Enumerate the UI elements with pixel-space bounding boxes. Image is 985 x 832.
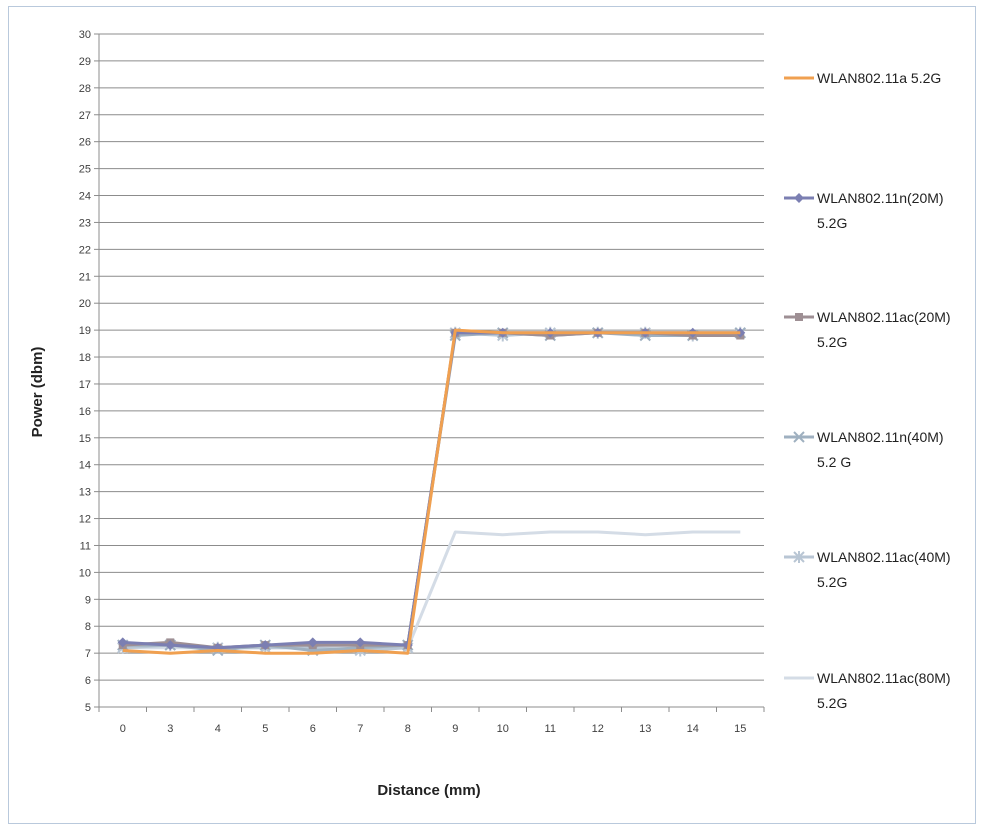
legend-label: WLAN802.11n(40M) [817, 429, 944, 445]
y-axis-title: Power (dbm) [29, 347, 46, 438]
x-tick-label: 9 [452, 723, 458, 735]
point-marker [793, 431, 805, 443]
x-tick-label: 10 [497, 723, 509, 735]
y-tick-label: 19 [79, 325, 91, 337]
point-marker [165, 640, 176, 651]
x-tick-label: 11 [545, 723, 556, 735]
y-tick-label: 24 [79, 191, 91, 203]
legend[interactable]: WLAN802.11a 5.2GWLAN802.11n(20M)5.2GWLAN… [784, 70, 951, 711]
y-tick-label: 25 [79, 164, 91, 176]
point-marker [795, 313, 803, 321]
x-tick-label: 14 [687, 723, 699, 735]
legend-label: 5.2G [817, 215, 847, 231]
legend-label: WLAN802.11ac(40M) [817, 549, 951, 565]
y-tick-label: 18 [79, 352, 91, 364]
y-tick-label: 17 [79, 379, 91, 391]
x-tick-label: 3 [167, 723, 173, 735]
y-tick-label: 16 [79, 406, 91, 418]
x-axis-title: Distance (mm) [377, 782, 480, 799]
y-tick-label: 11 [80, 540, 91, 552]
point-marker [355, 637, 366, 648]
y-tick-label: 27 [79, 110, 91, 122]
point-marker [117, 637, 128, 648]
legend-label: WLAN802.11n(20M) [817, 190, 944, 206]
series-line [122, 530, 741, 650]
y-tick-label: 5 [85, 702, 91, 714]
legend-item[interactable]: WLAN802.11ac(20M) 5.2G [784, 309, 951, 350]
x-tick-label: 15 [734, 723, 746, 735]
line-chart: 5 6 7 8 9 10 11 12 13 14 15 16 17 18 19 20 21 22 23 24 25 26 2… [29, 29, 951, 799]
y-tick-label: 7 [85, 648, 91, 660]
y-tick-label: 21 [79, 271, 91, 283]
x-tick-label: 13 [639, 723, 651, 735]
y-axis-ticks: 5 6 7 8 9 10 11 12 13 14 15 16 17 18 19 20 21 22 23 24 25 26 2… [79, 29, 99, 714]
series-1 [122, 328, 741, 655]
legend-label: 5.2G [817, 334, 847, 350]
y-tick-label: 22 [79, 244, 91, 256]
y-tick-label: 10 [79, 567, 91, 579]
axes [98, 34, 764, 708]
x-tick-label: 6 [310, 723, 316, 735]
y-tick-label: 6 [85, 675, 91, 687]
legend-item[interactable]: WLAN802.11n(20M) 5.2G [784, 190, 944, 231]
point-marker [260, 640, 271, 651]
x-tick-label: 7 [357, 723, 363, 735]
legend-item[interactable]: WLAN802.11ac(80M) 5.2G [784, 670, 951, 711]
y-tick-label: 30 [79, 29, 91, 41]
legend-item[interactable]: WLAN802.11a 5.2G [784, 70, 941, 86]
y-tick-label: 15 [79, 433, 91, 445]
x-axis-ticks: 0 3 4 5 6 7 8 9 10 11 12 13 14 15 [98, 707, 765, 735]
legend-label: WLAN802.11ac(80M) [817, 670, 951, 686]
y-tick-label: 23 [79, 217, 91, 229]
legend-label: 5.2G [817, 695, 847, 711]
series-line [122, 328, 741, 655]
y-tick-label: 29 [79, 56, 91, 68]
legend-label: 5.2G [817, 574, 847, 590]
legend-label: WLAN802.11ac(20M) [817, 309, 951, 325]
x-tick-label: 12 [592, 723, 604, 735]
y-tick-label: 8 [85, 621, 91, 633]
y-tick-label: 13 [79, 487, 91, 499]
x-tick-label: 8 [405, 723, 411, 735]
x-tick-label: 5 [262, 723, 268, 735]
x-tick-label: 4 [215, 723, 221, 735]
point-marker [794, 193, 804, 203]
y-tick-label: 28 [79, 83, 91, 95]
legend-item[interactable]: WLAN802.11n(40M) 5.2 G [784, 429, 944, 470]
legend-label: WLAN802.11a 5.2G [817, 70, 941, 86]
y-tick-label: 14 [79, 460, 91, 472]
gridlines [99, 33, 764, 681]
y-tick-label: 12 [79, 514, 91, 526]
y-tick-label: 9 [85, 594, 91, 606]
x-tick-label: 0 [120, 723, 126, 735]
legend-label: 5.2 G [817, 454, 851, 470]
series-layer [117, 326, 746, 657]
series-6 [122, 530, 741, 650]
chart-frame: 5 6 7 8 9 10 11 12 13 14 15 16 17 18 19 20 21 22 23 24 25 26 2… [8, 6, 976, 824]
point-marker [307, 637, 318, 648]
y-tick-label: 26 [79, 137, 91, 149]
legend-item[interactable]: WLAN802.11ac(40M) 5.2G [784, 549, 951, 590]
y-tick-label: 20 [79, 298, 91, 310]
point-marker [793, 551, 805, 563]
